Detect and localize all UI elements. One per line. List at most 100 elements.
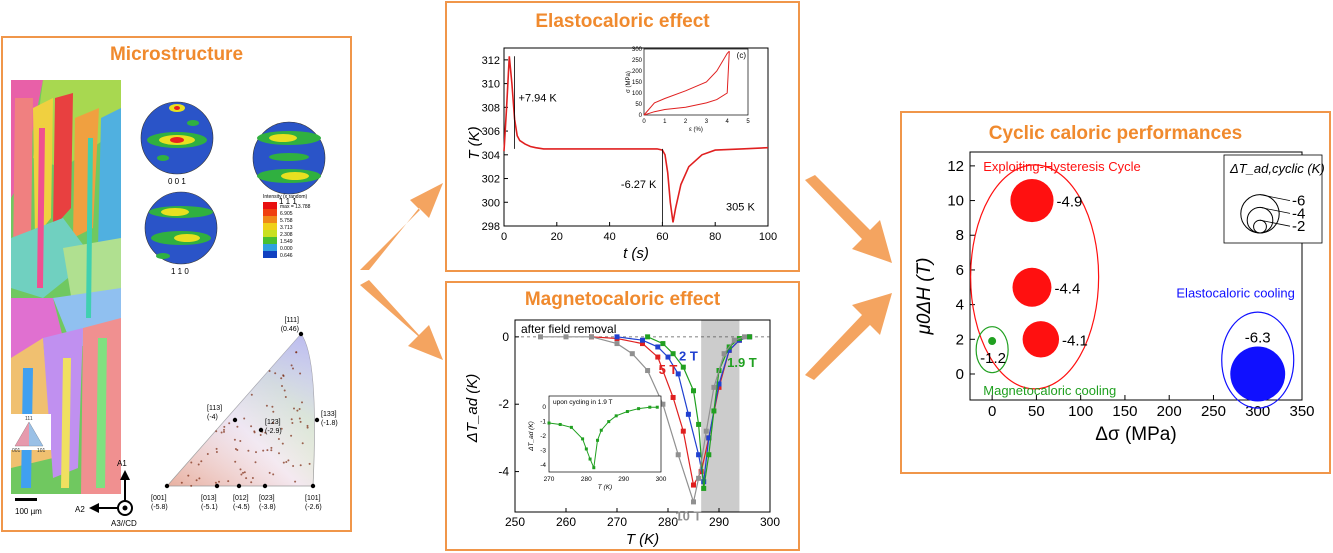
ipf-point-value: (-5.1) xyxy=(201,504,218,511)
ipf-grain-dot xyxy=(274,372,277,375)
inset-x-label: ε (%) xyxy=(689,127,703,133)
series-point xyxy=(716,384,722,390)
inset-y-tick-label: 250 xyxy=(632,58,643,64)
ipf-grain-dot xyxy=(270,449,273,452)
arrow-to-elasto xyxy=(360,183,443,270)
ebsd-map: 111 001 101 xyxy=(11,80,121,494)
ipf-grain-dot xyxy=(265,404,268,407)
y-tick-label: 8 xyxy=(956,227,964,244)
ipf-grain-dot xyxy=(243,471,246,474)
series-point xyxy=(691,499,696,505)
y-tick-label: 0 xyxy=(502,330,509,344)
ipf-grain-dot xyxy=(251,477,254,479)
y-tick-label: 10 xyxy=(947,193,964,210)
magnetocaloric-ellipse xyxy=(975,326,1009,374)
series-label: 10 T xyxy=(675,508,701,523)
inset-x-tick-label: 5 xyxy=(746,119,750,125)
ipf-point-value: (-2.9) xyxy=(265,428,282,435)
ipf-grain-dot xyxy=(215,430,218,433)
inset-series-point xyxy=(584,447,588,451)
x-axis-label: t (s) xyxy=(623,245,649,262)
series-point xyxy=(670,351,676,357)
ipf-grain-dot xyxy=(281,385,283,387)
inset-series-point xyxy=(592,466,596,470)
series-point xyxy=(660,341,666,347)
x-tick-label: 60 xyxy=(656,231,668,243)
ipf-grain-dot xyxy=(180,481,183,484)
ipf-grain-dot xyxy=(234,448,237,450)
panel-label: (c) xyxy=(737,51,747,60)
ipf-grain-dot xyxy=(285,461,288,463)
ipf-grain-dot xyxy=(206,453,209,455)
intensity-swatch xyxy=(263,202,277,209)
series-point xyxy=(563,334,569,340)
ipf-grain-dot xyxy=(227,480,230,483)
pole-figure-111: 1 1 1 xyxy=(252,121,326,206)
ipf-grain-dot xyxy=(292,367,294,370)
series-point xyxy=(640,341,645,347)
size-legend-leader xyxy=(1259,207,1291,214)
series-point xyxy=(680,364,686,370)
ipf-grain-dot xyxy=(294,480,297,483)
ipf-grain-dot xyxy=(250,425,253,428)
ipf-point-dir: [023] xyxy=(259,495,275,502)
data-point-label: -4.4 xyxy=(1054,280,1080,297)
ipf-points: [111] (0.46) [113] (-4) [123] (-2.9) [133] (-1.… xyxy=(151,317,338,511)
series-point xyxy=(645,368,651,374)
y-tick-label: 310 xyxy=(482,79,500,91)
heating-label: +7.94 K xyxy=(519,92,558,104)
series-label: 2 T xyxy=(679,348,698,363)
size-legend-value: -4 xyxy=(1292,205,1305,222)
x-tick-label: 20 xyxy=(551,231,563,243)
ipf-grain-dot xyxy=(215,451,218,453)
series-point xyxy=(640,337,645,343)
intensity-swatch xyxy=(263,230,277,237)
ipf-point-value: (-4.5) xyxy=(233,504,250,511)
ipf-point-dir: [111] xyxy=(284,317,299,324)
pole-figure-110: 1 1 0 xyxy=(144,191,218,276)
ipf-grain-dot xyxy=(299,372,302,375)
ipf-grain-dot xyxy=(284,396,287,398)
ipf-grain-dot xyxy=(239,440,242,442)
ipf-grain-dot xyxy=(243,417,246,420)
ipf-grain-dot xyxy=(218,480,220,483)
intensity-value: max = 13.788 xyxy=(280,204,311,210)
x-tick-label: 150 xyxy=(1112,403,1137,420)
ipf-grain-dot xyxy=(236,449,239,451)
ipf-point xyxy=(258,427,264,433)
ipf-scatter xyxy=(180,351,311,487)
x-tick-label: 260 xyxy=(556,515,576,529)
ipf-grain-dot xyxy=(197,463,200,466)
magnetocaloric-panel: Magnetocaloric effect 250 260 270 280 290 300… xyxy=(445,281,800,551)
axis-a1-label: A1 xyxy=(117,459,127,468)
ipf-grain-dot xyxy=(242,471,244,474)
ipf-grain-dot xyxy=(223,428,225,431)
ipf-point-dir: [012] xyxy=(233,495,249,502)
ipf-grain-dot xyxy=(190,484,193,487)
series-label: 1.9 T xyxy=(727,355,757,370)
data-point-label: -1.2 xyxy=(980,350,1006,367)
ipf-grain-dot xyxy=(272,421,275,424)
series-point xyxy=(711,408,717,414)
group-label-elastocaloric: Elastocaloric cooling xyxy=(1176,286,1295,301)
ipf-grain-dot xyxy=(282,375,285,377)
inset-series-point xyxy=(569,425,573,429)
inset-x-tick-label: 0 xyxy=(642,119,646,125)
series-point xyxy=(706,452,712,458)
ipf-grain-dot xyxy=(214,481,217,484)
elastocaloric-title: Elastocaloric effect xyxy=(535,11,710,32)
ipf-grain-dot xyxy=(293,407,295,410)
ipf-grain-dot xyxy=(306,424,309,427)
cyclic-panel: Cyclic caloric performances 0 50 100 150 200… xyxy=(900,111,1331,474)
ipf-grain-dot xyxy=(278,452,280,455)
inset-y-tick-label: -1 xyxy=(540,419,546,426)
series-point xyxy=(742,334,747,340)
y-tick-label: 300 xyxy=(482,197,500,209)
pole-figure-001-label: 0 0 1 xyxy=(168,177,186,186)
size-legend-leader xyxy=(1259,194,1291,201)
data-point-label: -4.1 xyxy=(1062,332,1088,349)
cyclic-title: Cyclic caloric performances xyxy=(988,123,1243,144)
intensity-value: 3.713 xyxy=(280,225,293,231)
intensity-swatch xyxy=(263,209,277,216)
microstructure-figure: 111 001 101 100 µm A1 A2 A3//CD xyxy=(11,80,338,528)
